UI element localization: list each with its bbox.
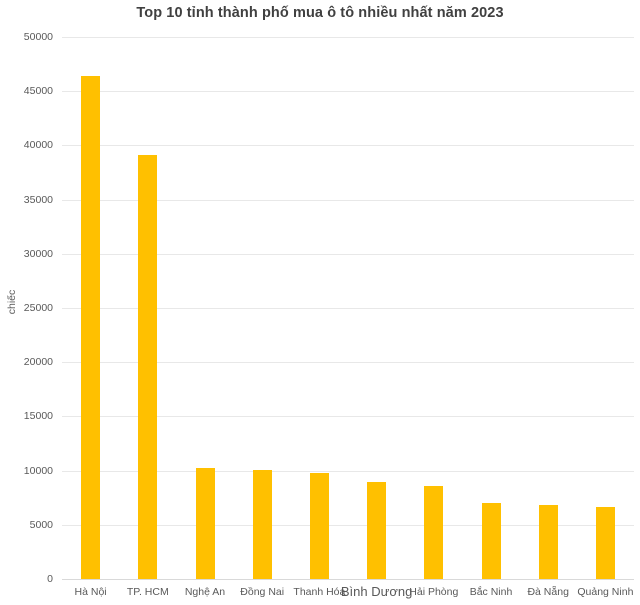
- x-axis-label: Thanh Hóa: [293, 586, 346, 598]
- x-axis-label: Hải Phòng: [409, 586, 459, 598]
- gridline: [62, 253, 634, 255]
- bar: [309, 472, 329, 579]
- chart-title: Top 10 tỉnh thành phố mua ô tô nhiều nhấ…: [136, 5, 504, 21]
- gridline: [62, 362, 634, 364]
- gridline: [62, 91, 634, 93]
- gridline: [62, 416, 634, 418]
- x-axis-label: Đồng Nai: [240, 586, 285, 598]
- x-axis-label: Quảng Ninh: [577, 586, 634, 598]
- y-tick-label: 25000: [23, 302, 53, 314]
- x-axis-label: Bắc Ninh: [469, 586, 513, 598]
- gridline: [62, 199, 634, 201]
- y-tick-label: 10000: [23, 464, 53, 477]
- y-tick-label: 15000: [23, 410, 53, 423]
- bar: [481, 503, 501, 579]
- x-axis-label: Đà Nẵng: [527, 586, 569, 598]
- bar: [367, 481, 387, 579]
- y-tick-label: 35000: [23, 193, 53, 206]
- bar: [138, 155, 158, 579]
- y-tick-label: 20000: [23, 356, 53, 369]
- gridline: [62, 308, 634, 309]
- bar: [595, 506, 615, 579]
- x-axis-label: TP. HCM: [126, 586, 169, 598]
- y-tick-label: 30000: [23, 247, 53, 260]
- y-tick-label: 45000: [23, 85, 53, 98]
- y-tick-label: 5000: [29, 518, 53, 531]
- bar: [424, 485, 444, 579]
- y-tick-label: 0: [47, 573, 53, 585]
- gridline: [62, 470, 634, 472]
- gridline: [62, 145, 634, 147]
- x-axis-label: Bình Dương: [340, 584, 413, 599]
- gridline: [62, 524, 634, 526]
- bar: [252, 470, 272, 579]
- plot-area: 0 5000 10000 15000 20000 25000 30000 35000 40000…: [24, 31, 634, 599]
- x-axis-label: Nghệ An: [184, 586, 226, 598]
- y-tick-label: 50000: [23, 31, 53, 43]
- y-axis-title: chiếc: [6, 289, 18, 315]
- x-axis-label: Hà Nội: [74, 586, 107, 598]
- bar: [81, 76, 101, 579]
- y-tick-label: 40000: [23, 139, 53, 152]
- bar: [195, 467, 215, 579]
- gridline: [62, 37, 634, 38]
- gridline: [62, 579, 634, 580]
- bar: [538, 505, 558, 579]
